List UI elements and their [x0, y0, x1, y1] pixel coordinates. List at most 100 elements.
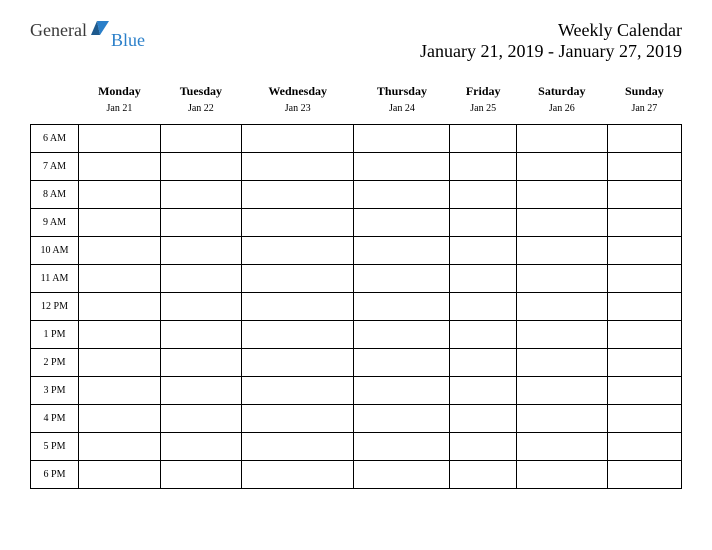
calendar-slot[interactable] [450, 461, 517, 489]
calendar-slot[interactable] [79, 237, 161, 265]
calendar-slot[interactable] [160, 153, 241, 181]
calendar-slot[interactable] [354, 461, 450, 489]
calendar-slot[interactable] [354, 321, 450, 349]
calendar-slot[interactable] [516, 181, 607, 209]
calendar-slot[interactable] [241, 405, 354, 433]
calendar-slot[interactable] [516, 293, 607, 321]
calendar-slot[interactable] [607, 293, 681, 321]
calendar-slot[interactable] [450, 265, 517, 293]
calendar-slot[interactable] [79, 349, 161, 377]
calendar-slot[interactable] [160, 209, 241, 237]
calendar-slot[interactable] [354, 349, 450, 377]
calendar-slot[interactable] [160, 181, 241, 209]
calendar-slot[interactable] [607, 209, 681, 237]
calendar-slot[interactable] [450, 433, 517, 461]
calendar-slot[interactable] [450, 209, 517, 237]
calendar-slot[interactable] [79, 293, 161, 321]
calendar-slot[interactable] [516, 321, 607, 349]
calendar-slot[interactable] [450, 237, 517, 265]
calendar-slot[interactable] [79, 209, 161, 237]
calendar-slot[interactable] [516, 349, 607, 377]
calendar-slot[interactable] [516, 377, 607, 405]
calendar-slot[interactable] [79, 125, 161, 153]
calendar-slot[interactable] [79, 405, 161, 433]
calendar-slot[interactable] [354, 153, 450, 181]
calendar-slot[interactable] [450, 181, 517, 209]
header: General Blue Weekly Calendar January 21,… [30, 20, 682, 62]
calendar-slot[interactable] [354, 405, 450, 433]
calendar-slot[interactable] [160, 125, 241, 153]
calendar-slot[interactable] [607, 377, 681, 405]
calendar-slot[interactable] [241, 209, 354, 237]
calendar-slot[interactable] [607, 125, 681, 153]
calendar-slot[interactable] [516, 433, 607, 461]
calendar-slot[interactable] [607, 153, 681, 181]
calendar-slot[interactable] [160, 321, 241, 349]
calendar-slot[interactable] [450, 377, 517, 405]
calendar-slot[interactable] [241, 153, 354, 181]
calendar-slot[interactable] [79, 265, 161, 293]
day-date: Jan 22 [160, 103, 241, 114]
time-label: 7 AM [31, 153, 79, 181]
calendar-slot[interactable] [160, 349, 241, 377]
calendar-slot[interactable] [607, 433, 681, 461]
calendar-slot[interactable] [354, 433, 450, 461]
calendar-slot[interactable] [160, 377, 241, 405]
day-header: Monday Jan 21 [79, 80, 161, 125]
calendar-slot[interactable] [450, 405, 517, 433]
calendar-slot[interactable] [450, 321, 517, 349]
calendar-slot[interactable] [160, 237, 241, 265]
calendar-slot[interactable] [160, 265, 241, 293]
time-row: 8 AM [31, 181, 682, 209]
calendar-slot[interactable] [516, 153, 607, 181]
calendar-slot[interactable] [241, 321, 354, 349]
calendar-slot[interactable] [607, 461, 681, 489]
calendar-slot[interactable] [241, 349, 354, 377]
calendar-slot[interactable] [354, 237, 450, 265]
calendar-slot[interactable] [241, 181, 354, 209]
calendar-slot[interactable] [241, 265, 354, 293]
calendar-slot[interactable] [516, 265, 607, 293]
title-block: Weekly Calendar January 21, 2019 - Janua… [420, 20, 682, 62]
calendar-slot[interactable] [516, 461, 607, 489]
calendar-slot[interactable] [450, 153, 517, 181]
calendar-slot[interactable] [607, 265, 681, 293]
calendar-slot[interactable] [607, 349, 681, 377]
calendar-slot[interactable] [160, 433, 241, 461]
calendar-slot[interactable] [79, 461, 161, 489]
time-label: 1 PM [31, 321, 79, 349]
day-header: Sunday Jan 27 [607, 80, 681, 125]
calendar-slot[interactable] [354, 181, 450, 209]
calendar-slot[interactable] [79, 181, 161, 209]
calendar-slot[interactable] [450, 125, 517, 153]
calendar-slot[interactable] [354, 293, 450, 321]
calendar-slot[interactable] [241, 433, 354, 461]
calendar-slot[interactable] [450, 349, 517, 377]
calendar-slot[interactable] [607, 321, 681, 349]
calendar-slot[interactable] [160, 461, 241, 489]
calendar-slot[interactable] [79, 377, 161, 405]
calendar-slot[interactable] [354, 377, 450, 405]
calendar-slot[interactable] [516, 405, 607, 433]
calendar-slot[interactable] [450, 293, 517, 321]
calendar-slot[interactable] [241, 377, 354, 405]
calendar-slot[interactable] [354, 125, 450, 153]
calendar-slot[interactable] [241, 125, 354, 153]
calendar-slot[interactable] [241, 237, 354, 265]
calendar-slot[interactable] [160, 405, 241, 433]
calendar-slot[interactable] [79, 321, 161, 349]
calendar-slot[interactable] [607, 405, 681, 433]
day-date: Jan 25 [450, 103, 517, 114]
calendar-slot[interactable] [607, 237, 681, 265]
calendar-slot[interactable] [516, 237, 607, 265]
calendar-slot[interactable] [516, 209, 607, 237]
calendar-slot[interactable] [241, 293, 354, 321]
calendar-slot[interactable] [79, 433, 161, 461]
calendar-slot[interactable] [241, 461, 354, 489]
calendar-slot[interactable] [354, 265, 450, 293]
calendar-slot[interactable] [79, 153, 161, 181]
calendar-slot[interactable] [516, 125, 607, 153]
calendar-slot[interactable] [607, 181, 681, 209]
calendar-slot[interactable] [160, 293, 241, 321]
calendar-slot[interactable] [354, 209, 450, 237]
